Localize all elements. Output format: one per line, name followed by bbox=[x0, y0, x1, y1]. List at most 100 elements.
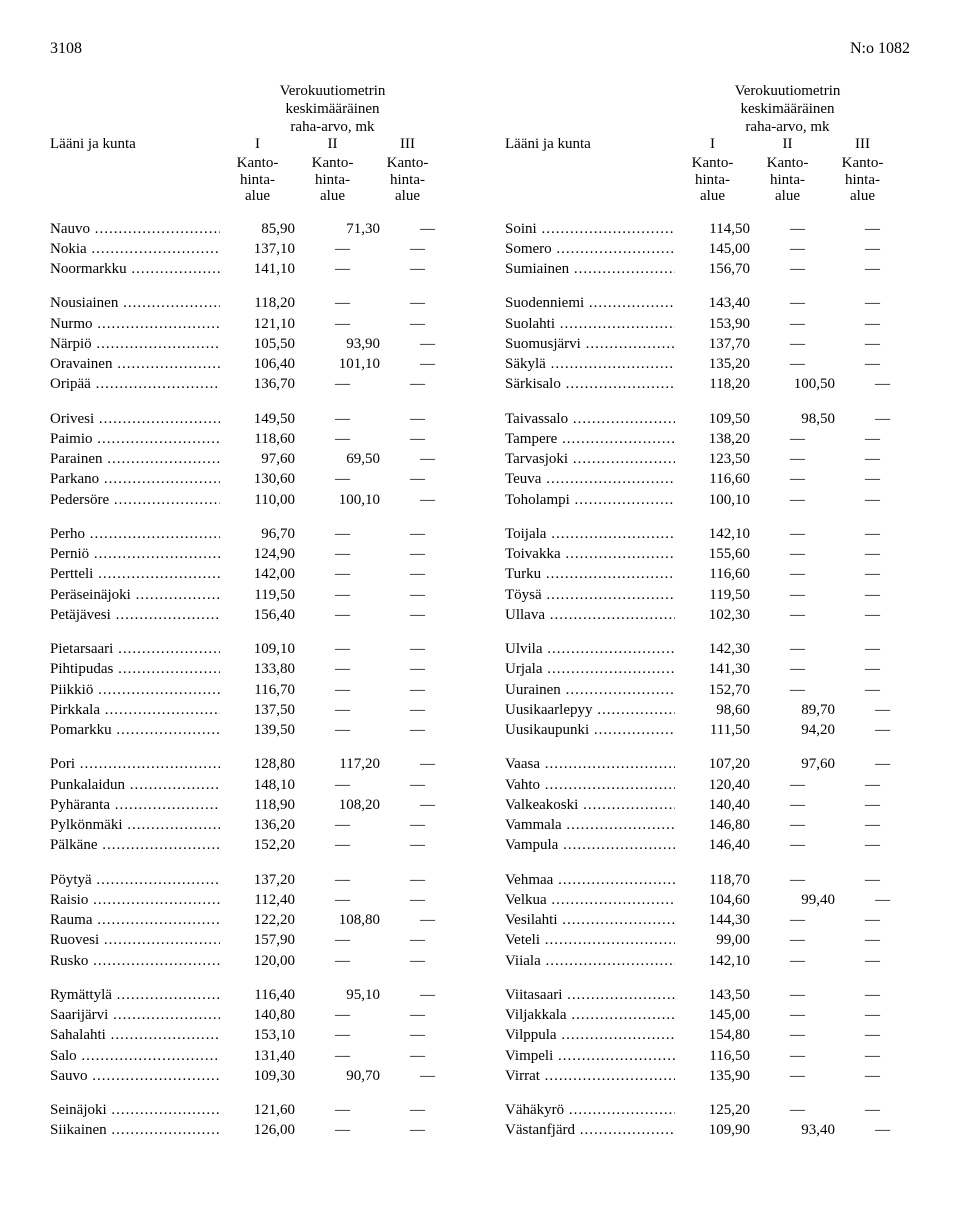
value-dash: — bbox=[380, 700, 455, 720]
table-row: Uusikaupunki111,5094,20— bbox=[505, 720, 920, 740]
value-dash: — bbox=[760, 524, 835, 544]
value-dash: — bbox=[305, 1005, 380, 1025]
row-group: Ulvila142,30——Urjala141,30——Uurainen152,… bbox=[505, 639, 920, 740]
municipality-name: Pylkönmäki bbox=[50, 815, 220, 835]
table-row: Toivakka155,60—— bbox=[505, 544, 920, 564]
header-kanto: Kanto-hinta-alue bbox=[750, 155, 825, 205]
value-dash: — bbox=[760, 870, 835, 890]
table-row: Soini114,50—— bbox=[505, 219, 920, 239]
table-row: Vammala146,80—— bbox=[505, 815, 920, 835]
municipality-name: Taivassalo bbox=[505, 409, 675, 429]
table-row: Toholampi100,10—— bbox=[505, 490, 920, 510]
table-row: Rauma122,20108,80— bbox=[50, 910, 465, 930]
municipality-name: Salo bbox=[50, 1046, 220, 1066]
value-dash: — bbox=[305, 815, 380, 835]
municipality-name: Vampula bbox=[505, 835, 675, 855]
table-row: Valkeakoski140,40—— bbox=[505, 795, 920, 815]
value-dash: — bbox=[390, 795, 465, 815]
value-dash: — bbox=[305, 605, 380, 625]
municipality-name: Pori bbox=[50, 754, 220, 774]
value-cell: 116,70 bbox=[220, 680, 305, 700]
header-laani: Lääni ja kunta bbox=[505, 136, 675, 153]
value-dash: — bbox=[305, 239, 380, 259]
value-dash: — bbox=[380, 1100, 455, 1120]
value-cell: 142,10 bbox=[675, 951, 760, 971]
value-cell: 131,40 bbox=[220, 1046, 305, 1066]
table-row: Noormarkku141,10—— bbox=[50, 259, 465, 279]
value-dash: — bbox=[380, 239, 455, 259]
table-row: Särkisalo118,20100,50— bbox=[505, 374, 920, 394]
header-laani: Lääni ja kunta bbox=[50, 136, 220, 153]
row-group: Vähäkyrö125,20——Västanfjärd109,9093,40— bbox=[505, 1100, 920, 1141]
value-dash: — bbox=[305, 835, 380, 855]
value-dash: — bbox=[835, 544, 910, 564]
table-row: Vesilahti144,30—— bbox=[505, 910, 920, 930]
value-dash: — bbox=[305, 639, 380, 659]
header-kanto: Kanto-hinta-alue bbox=[825, 155, 900, 205]
value-cell: 126,00 bbox=[220, 1120, 305, 1140]
table-row: Pomarkku139,50—— bbox=[50, 720, 465, 740]
value-cell: 93,40 bbox=[760, 1120, 845, 1140]
value-cell: 142,10 bbox=[675, 524, 760, 544]
table-row: Suomusjärvi137,70—— bbox=[505, 334, 920, 354]
municipality-name: Perniö bbox=[50, 544, 220, 564]
value-dash: — bbox=[760, 639, 835, 659]
value-cell: 109,50 bbox=[675, 409, 760, 429]
value-dash: — bbox=[760, 219, 835, 239]
header-roman: III bbox=[825, 136, 900, 153]
municipality-name: Pöytyä bbox=[50, 870, 220, 890]
value-cell: 139,50 bbox=[220, 720, 305, 740]
municipality-name: Valkeakoski bbox=[505, 795, 675, 815]
value-dash: — bbox=[380, 951, 455, 971]
value-cell: 119,50 bbox=[220, 585, 305, 605]
row-group: Viitasaari143,50——Viljakkala145,00——Vilp… bbox=[505, 985, 920, 1086]
value-cell: 144,30 bbox=[675, 910, 760, 930]
municipality-name: Suomusjärvi bbox=[505, 334, 675, 354]
table-row: Pyhäranta118,90108,20— bbox=[50, 795, 465, 815]
table-row: Ullava102,30—— bbox=[505, 605, 920, 625]
value-dash: — bbox=[390, 334, 465, 354]
value-cell: 155,60 bbox=[675, 544, 760, 564]
value-dash: — bbox=[835, 524, 910, 544]
municipality-name: Pirkkala bbox=[50, 700, 220, 720]
table-row: Tarvasjoki123,50—— bbox=[505, 449, 920, 469]
value-cell: 108,80 bbox=[305, 910, 390, 930]
value-cell: 145,00 bbox=[675, 239, 760, 259]
municipality-name: Raisio bbox=[50, 890, 220, 910]
value-cell: 101,10 bbox=[305, 354, 390, 374]
value-dash: — bbox=[760, 429, 835, 449]
header-roman: II bbox=[295, 136, 370, 153]
value-dash: — bbox=[835, 1066, 910, 1086]
value-dash: — bbox=[835, 334, 910, 354]
value-cell: 153,10 bbox=[220, 1025, 305, 1045]
table-row: Vehmaa118,70—— bbox=[505, 870, 920, 890]
row-group: Pietarsaari109,10——Pihtipudas133,80——Pii… bbox=[50, 639, 465, 740]
row-group: Vaasa107,2097,60—Vahto120,40——Valkeakosk… bbox=[505, 754, 920, 855]
table-row: Oripää136,70—— bbox=[50, 374, 465, 394]
row-group: Rymättylä116,4095,10—Saarijärvi140,80——S… bbox=[50, 985, 465, 1086]
municipality-name: Pälkäne bbox=[50, 835, 220, 855]
value-dash: — bbox=[835, 219, 910, 239]
header-kanto: Kanto-hinta-alue bbox=[675, 155, 750, 205]
row-group: Vehmaa118,70——Velkua104,6099,40—Vesilaht… bbox=[505, 870, 920, 971]
value-cell: 90,70 bbox=[305, 1066, 390, 1086]
value-dash: — bbox=[305, 374, 380, 394]
table-row: Orivesi149,50—— bbox=[50, 409, 465, 429]
value-dash: — bbox=[835, 795, 910, 815]
municipality-name: Rauma bbox=[50, 910, 220, 930]
row-group: Soini114,50——Somero145,00——Sumiainen156,… bbox=[505, 219, 920, 280]
value-dash: — bbox=[835, 449, 910, 469]
municipality-name: Somero bbox=[505, 239, 675, 259]
value-cell: 99,00 bbox=[675, 930, 760, 950]
table-row: Pihtipudas133,80—— bbox=[50, 659, 465, 679]
municipality-name: Uurainen bbox=[505, 680, 675, 700]
value-cell: 128,80 bbox=[220, 754, 305, 774]
value-dash: — bbox=[305, 564, 380, 584]
value-dash: — bbox=[760, 680, 835, 700]
municipality-name: Nousiainen bbox=[50, 293, 220, 313]
value-cell: 97,60 bbox=[220, 449, 305, 469]
value-dash: — bbox=[835, 870, 910, 890]
municipality-name: Vehmaa bbox=[505, 870, 675, 890]
value-cell: 137,50 bbox=[220, 700, 305, 720]
table-row: Velkua104,6099,40— bbox=[505, 890, 920, 910]
